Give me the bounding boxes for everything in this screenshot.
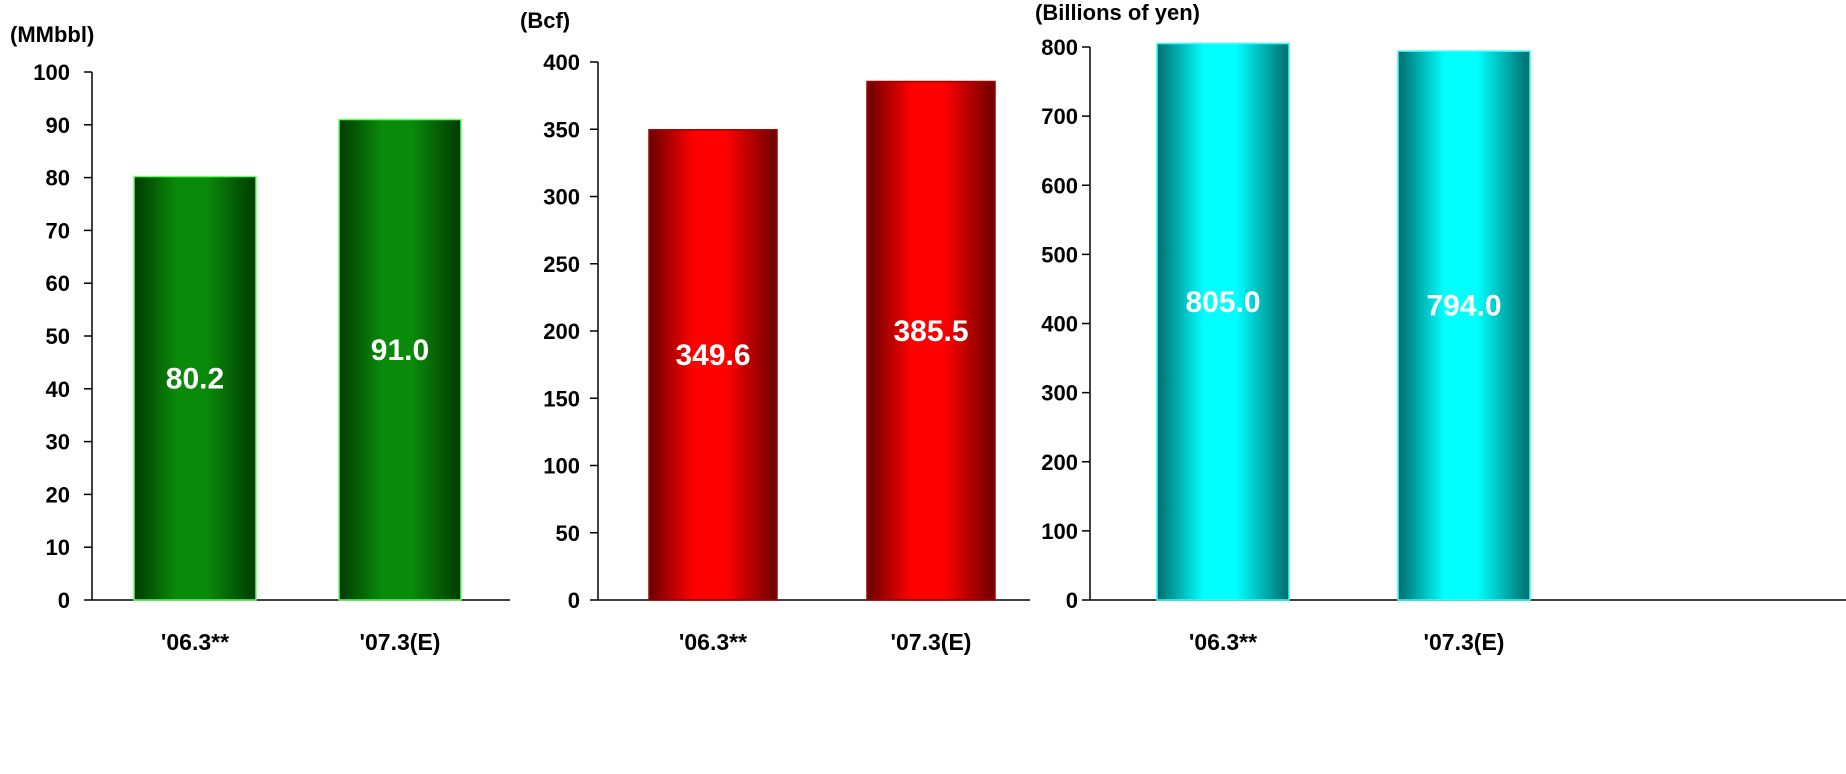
chart-1: (MMbbl) 0 10 20 30 40 50 60 70 80 90 100 80.2 '06.3**… (10, 22, 510, 655)
y-tick-label: 0 (568, 588, 580, 613)
bar (338, 118, 462, 601)
unit-label: (MMbbl) (10, 22, 94, 47)
y-tick-label: 80 (46, 166, 70, 191)
x-tick-label: '06.3** (161, 629, 229, 655)
x-tick-label: '07.3(E) (1424, 629, 1505, 655)
y-tick-label: 10 (46, 535, 70, 560)
y-tick-label: 200 (1041, 450, 1078, 475)
y-tick-label: 0 (58, 588, 70, 613)
y-tick-label: 100 (543, 454, 580, 479)
y-tick-label: 30 (46, 430, 70, 455)
y-tick-label: 20 (46, 482, 70, 507)
y-tick-label: 100 (1041, 519, 1078, 544)
data-label: 349.6 (675, 339, 750, 372)
y-tick-label: 40 (46, 377, 70, 402)
y-tick-label: 250 (543, 252, 580, 277)
y-tick-label: 800 (1041, 35, 1078, 60)
y-tick-label: 70 (46, 218, 70, 243)
y-tick-label: 50 (46, 324, 70, 349)
x-tick-label: '07.3(E) (360, 629, 441, 655)
bar (1397, 50, 1531, 601)
y-tick-label: 150 (543, 386, 580, 411)
y-tick-label: 100 (33, 60, 70, 85)
y-tick-label: 60 (46, 271, 70, 296)
data-label: 805.0 (1185, 286, 1260, 319)
y-tick-label: 200 (543, 319, 580, 344)
bar (648, 129, 778, 601)
data-label: 794.0 (1426, 290, 1501, 323)
data-label: 80.2 (166, 362, 224, 395)
bar (1156, 42, 1290, 601)
data-label: 91.0 (371, 334, 429, 367)
unit-label: (Bcf) (520, 8, 570, 33)
y-tick-label: 400 (1041, 312, 1078, 337)
unit-label: (Billions of yen) (1035, 0, 1200, 25)
y-tick-label: 500 (1041, 242, 1078, 267)
bar (866, 80, 996, 601)
y-tick-label: 300 (543, 185, 580, 210)
x-tick-label: '06.3** (1189, 629, 1257, 655)
x-tick-label: '06.3** (679, 629, 747, 655)
y-tick-label: 350 (543, 117, 580, 142)
y-tick-label: 600 (1041, 173, 1078, 198)
y-tick-label: 0 (1066, 588, 1078, 613)
y-tick-label: 400 (543, 50, 580, 75)
bar (133, 175, 257, 601)
y-tick-label: 90 (46, 113, 70, 138)
y-tick-label: 700 (1041, 104, 1078, 129)
chart-3: (Billions of yen) 0 100 200 300 400 500 600 700 8… (1035, 0, 1846, 655)
chart-2: (Bcf) 0 50 100 150 200 250 300 350 400 349.6 '06.3*… (520, 8, 1030, 655)
y-tick-label: 300 (1041, 381, 1078, 406)
y-tick-label: 50 (556, 521, 580, 546)
x-tick-label: '07.3(E) (891, 629, 972, 655)
data-label: 385.5 (893, 315, 968, 348)
